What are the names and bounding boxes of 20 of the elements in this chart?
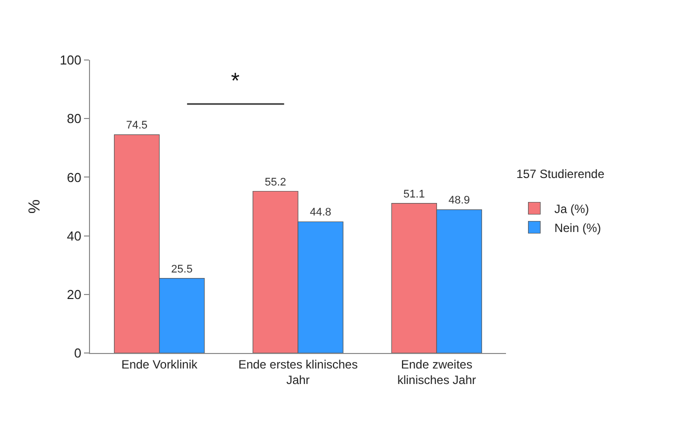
x-tick-label: Ende zweites klinisches Jahr — [397, 357, 476, 387]
data-label: 25.5 — [171, 263, 193, 276]
x-tick-label: Ende erstes klinisches Jahr — [238, 357, 358, 387]
y-tick-label: 80 — [66, 111, 82, 126]
data-label: 44.8 — [310, 206, 332, 219]
annotation: * — [231, 68, 240, 93]
data-label: 74.5 — [126, 120, 148, 132]
y-axis-title: % — [26, 199, 44, 214]
legend-label: Ja (%) — [554, 202, 589, 216]
y-tick-label: 60 — [66, 170, 82, 185]
y-tick-label: 100 — [60, 52, 82, 68]
legend-label: Nein (%) — [554, 220, 602, 235]
legend-title: 157 Studierende — [516, 167, 605, 182]
data-label: 48.9 — [448, 194, 470, 207]
y-tick-label: 20 — [66, 286, 82, 302]
y-tick-label: 0 — [74, 346, 82, 361]
data-label: 55.2 — [264, 176, 286, 188]
y-tick-label: 40 — [66, 228, 82, 244]
data-label: 51.1 — [403, 188, 425, 200]
x-tick-label: Ende Vorklinik — [121, 357, 198, 372]
